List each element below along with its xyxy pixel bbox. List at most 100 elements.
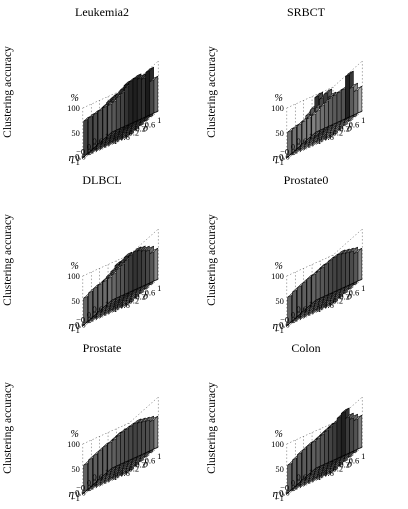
y-tick-label: −1 — [71, 493, 80, 503]
axis-line — [286, 278, 363, 327]
x-tick-label: 0.6 — [349, 119, 360, 129]
z-unit: % — [70, 261, 78, 272]
x-tick-label: −1 — [312, 304, 321, 314]
y-axis-label: η — [68, 488, 73, 500]
x-tick-label: 1 — [361, 451, 365, 461]
x-tick-label: −1 — [108, 304, 117, 314]
x-tick-label: −0.2 — [124, 464, 139, 474]
x-tick-label: −0.2 — [124, 128, 139, 138]
bar — [149, 415, 159, 454]
z-tick-label: 50 — [71, 128, 80, 138]
chart-title: Colon — [291, 341, 320, 355]
y-tick-label: −0.2 — [280, 147, 295, 157]
z-tick-label: 0 — [76, 489, 80, 499]
y-tick-label: −0.2 — [76, 147, 91, 157]
y-tick-label: 0.6 — [93, 136, 104, 146]
z-tick-label: 0 — [280, 321, 284, 331]
bar — [353, 414, 363, 454]
x-axis-label: δ — [347, 458, 353, 470]
chart-title: Prostate0 — [284, 173, 329, 187]
z-tick-label: 50 — [275, 464, 284, 474]
z-tick-label: 100 — [271, 103, 284, 113]
y-tick-label: −0.6 — [274, 152, 289, 162]
y-tick-label: −1 — [275, 493, 284, 503]
x-tick-label: −0.6 — [319, 468, 334, 478]
z-tick-label: 50 — [275, 128, 284, 138]
y-tick-label: −0.2 — [76, 315, 91, 325]
z-axis-label: Clustering accuracy — [206, 46, 218, 138]
x-tick-label: 1 — [157, 115, 161, 125]
y-tick-label: −1 — [71, 325, 80, 335]
bar — [353, 247, 363, 286]
y-tick-label: −0.6 — [274, 320, 289, 330]
x-tick-label: −0.2 — [328, 128, 343, 138]
y-tick-label: −1 — [71, 157, 80, 167]
x-tick-label: −0.6 — [115, 132, 130, 142]
x-tick-label: 0.2 — [339, 459, 350, 469]
x-tick-label: −0.6 — [115, 300, 130, 310]
x-tick-label: −0.6 — [115, 468, 130, 478]
z-tick-label: 0 — [280, 153, 284, 163]
x-tick-label: 1 — [361, 283, 365, 293]
x-tick-label: −0.6 — [319, 132, 334, 142]
x-axis-label: δ — [143, 290, 149, 302]
x-tick-label: 0.6 — [349, 287, 360, 297]
x-tick-label: 0.6 — [145, 455, 156, 465]
y-tick-label: 0.6 — [297, 304, 308, 314]
z-tick-label: 100 — [67, 271, 80, 281]
z-unit: % — [274, 429, 282, 440]
x-axis-label: δ — [347, 290, 353, 302]
x-tick-label: −0.2 — [328, 296, 343, 306]
z-tick-label: 50 — [71, 464, 80, 474]
x-tick-label: 0.2 — [339, 123, 350, 133]
y-tick-label: −0.2 — [280, 483, 295, 493]
y-tick-label: 1 — [309, 131, 313, 141]
z-unit: % — [274, 261, 282, 272]
y-tick-label: 0.2 — [291, 309, 302, 319]
y-tick-label: −1 — [275, 157, 284, 167]
x-tick-label: 0.6 — [349, 455, 360, 465]
x-tick-label: −0.2 — [124, 296, 139, 306]
x-tick-label: 0.2 — [135, 459, 146, 469]
y-tick-label: 0.2 — [87, 477, 98, 487]
y-tick-label: 1 — [309, 467, 313, 477]
x-tick-label: 1 — [157, 451, 161, 461]
bar — [149, 75, 159, 118]
z-tick-label: 100 — [271, 271, 284, 281]
y-axis-label: η — [272, 488, 277, 500]
y-tick-label: −0.2 — [76, 483, 91, 493]
x-tick-label: −1 — [312, 472, 321, 482]
x-axis-label: δ — [347, 122, 353, 134]
x-tick-label: 0.6 — [145, 119, 156, 129]
y-tick-label: 1 — [105, 131, 109, 141]
z-axis-label: Clustering accuracy — [2, 46, 14, 138]
y-tick-label: 1 — [309, 299, 313, 309]
z-tick-label: 100 — [271, 439, 284, 449]
y-tick-label: 0.6 — [297, 136, 308, 146]
x-tick-label: 0.2 — [135, 123, 146, 133]
y-tick-label: 0.6 — [93, 472, 104, 482]
z-tick-label: 0 — [76, 321, 80, 331]
z-tick-label: 100 — [67, 439, 80, 449]
y-tick-label: 0.6 — [297, 472, 308, 482]
y-axis-label: η — [68, 320, 73, 332]
chart-title: Prostate — [83, 341, 122, 355]
z-unit: % — [70, 429, 78, 440]
axis-line — [82, 446, 159, 495]
z-tick-label: 100 — [67, 103, 80, 113]
bar — [353, 85, 363, 118]
x-tick-label: 1 — [157, 283, 161, 293]
x-axis-label: δ — [143, 458, 149, 470]
x-tick-label: 0.6 — [145, 287, 156, 297]
y-tick-label: 0.2 — [291, 477, 302, 487]
z-axis-label: Clustering accuracy — [2, 382, 14, 474]
z-axis-label: Clustering accuracy — [2, 214, 14, 306]
bar — [149, 247, 159, 286]
z-unit: % — [274, 93, 282, 104]
axis-line — [286, 446, 363, 495]
